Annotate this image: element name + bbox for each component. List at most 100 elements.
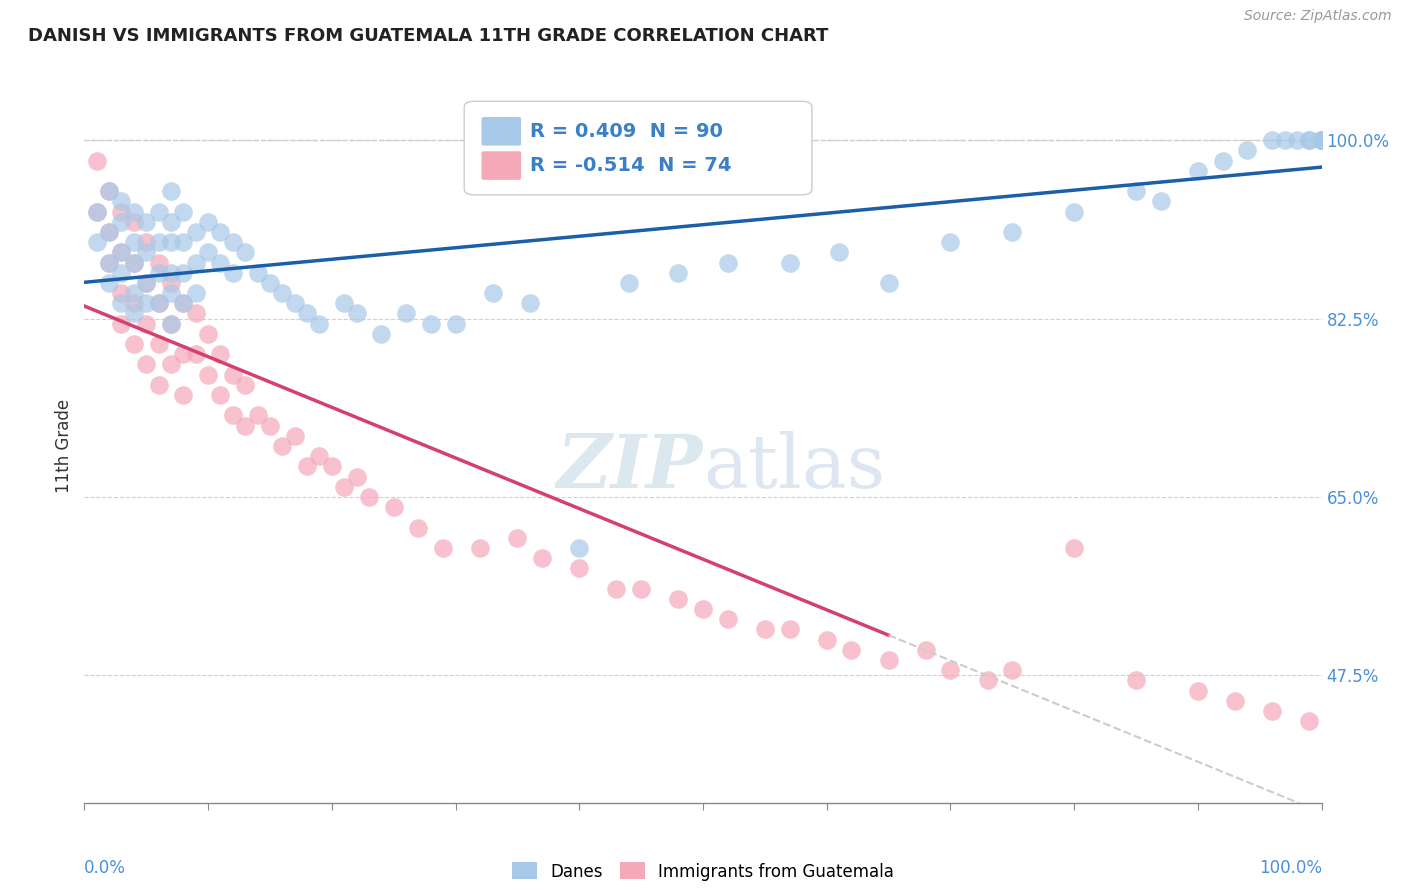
Point — [122, 204, 145, 219]
Point — [197, 215, 219, 229]
Point — [246, 409, 269, 423]
Point — [86, 235, 108, 249]
Point — [333, 296, 356, 310]
FancyBboxPatch shape — [464, 102, 811, 194]
Point — [717, 612, 740, 626]
Point — [148, 296, 170, 310]
Point — [86, 153, 108, 168]
Point — [1310, 133, 1333, 147]
Point — [172, 296, 194, 310]
Point — [135, 296, 157, 310]
Y-axis label: 11th Grade: 11th Grade — [55, 399, 73, 493]
Point — [1125, 673, 1147, 688]
Point — [184, 225, 207, 239]
Point — [1310, 133, 1333, 147]
Point — [148, 266, 170, 280]
Point — [222, 368, 245, 382]
Point — [617, 276, 640, 290]
Point — [122, 296, 145, 310]
Point — [357, 490, 380, 504]
Point — [160, 266, 183, 280]
Point — [1310, 133, 1333, 147]
Point — [308, 449, 330, 463]
Point — [86, 204, 108, 219]
Point — [470, 541, 492, 555]
Point — [419, 317, 441, 331]
Point — [568, 561, 591, 575]
Point — [444, 317, 467, 331]
Point — [122, 306, 145, 320]
Point — [815, 632, 838, 647]
Text: Source: ZipAtlas.com: Source: ZipAtlas.com — [1244, 9, 1392, 23]
Point — [135, 235, 157, 249]
Point — [160, 286, 183, 301]
Point — [122, 235, 145, 249]
Point — [172, 388, 194, 402]
Legend: Danes, Immigrants from Guatemala: Danes, Immigrants from Guatemala — [506, 855, 900, 888]
Point — [754, 623, 776, 637]
Text: ZIP: ZIP — [557, 431, 703, 504]
Point — [184, 286, 207, 301]
Point — [1063, 541, 1085, 555]
Point — [197, 368, 219, 382]
Point — [98, 184, 121, 198]
Point — [1310, 133, 1333, 147]
Point — [828, 245, 851, 260]
Point — [259, 418, 281, 433]
Point — [98, 225, 121, 239]
Point — [1298, 133, 1320, 147]
Point — [184, 306, 207, 320]
Text: R = -0.514  N = 74: R = -0.514 N = 74 — [530, 156, 731, 175]
Point — [568, 541, 591, 555]
Point — [233, 245, 256, 260]
Point — [233, 377, 256, 392]
Point — [1310, 133, 1333, 147]
Point — [717, 255, 740, 269]
Point — [160, 235, 183, 249]
Point — [122, 286, 145, 301]
Text: DANISH VS IMMIGRANTS FROM GUATEMALA 11TH GRADE CORRELATION CHART: DANISH VS IMMIGRANTS FROM GUATEMALA 11TH… — [28, 27, 828, 45]
Point — [841, 643, 863, 657]
Point — [148, 235, 170, 249]
Point — [172, 347, 194, 361]
Point — [148, 204, 170, 219]
Point — [135, 276, 157, 290]
Point — [1298, 714, 1320, 729]
Point — [172, 266, 194, 280]
Point — [333, 480, 356, 494]
Point — [666, 266, 689, 280]
Point — [1212, 153, 1234, 168]
Point — [148, 255, 170, 269]
Point — [172, 235, 194, 249]
Point — [1310, 133, 1333, 147]
Point — [1298, 133, 1320, 147]
Point — [1274, 133, 1296, 147]
Point — [939, 663, 962, 677]
Point — [295, 306, 318, 320]
Point — [346, 469, 368, 483]
Point — [779, 255, 801, 269]
Point — [135, 245, 157, 260]
Text: R = 0.409  N = 90: R = 0.409 N = 90 — [530, 122, 723, 141]
Point — [209, 347, 232, 361]
Point — [1125, 184, 1147, 198]
Point — [122, 255, 145, 269]
Point — [209, 388, 232, 402]
Point — [271, 439, 294, 453]
Point — [395, 306, 418, 320]
Point — [939, 235, 962, 249]
Point — [148, 296, 170, 310]
Point — [160, 276, 183, 290]
Point — [184, 347, 207, 361]
Point — [98, 255, 121, 269]
Point — [222, 235, 245, 249]
Point — [382, 500, 405, 515]
Text: 0.0%: 0.0% — [84, 859, 127, 877]
Point — [1310, 133, 1333, 147]
Point — [110, 317, 132, 331]
Point — [1310, 133, 1333, 147]
Point — [160, 317, 183, 331]
Point — [1223, 694, 1246, 708]
Point — [666, 591, 689, 606]
Point — [122, 215, 145, 229]
